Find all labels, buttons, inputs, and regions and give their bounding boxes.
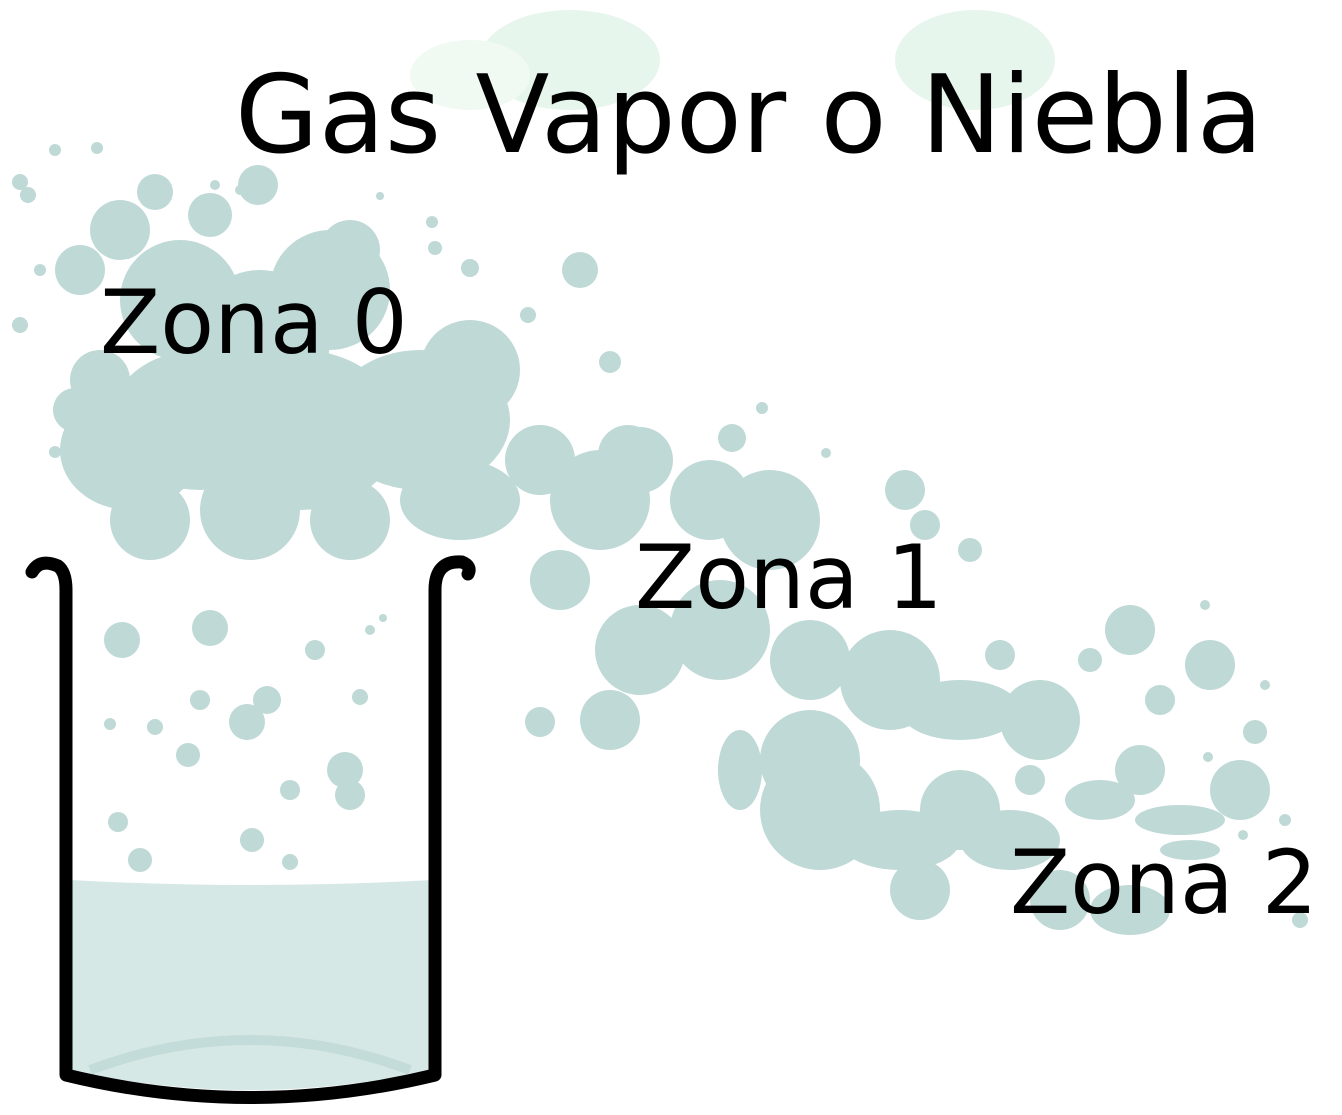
zone-label: Zona 2 <box>1010 831 1318 934</box>
bubble <box>305 640 325 660</box>
bubble <box>420 320 520 420</box>
bubble <box>525 707 555 737</box>
bubble <box>1105 605 1155 655</box>
bubble <box>958 538 982 562</box>
bubble <box>282 854 298 870</box>
bubble <box>190 690 210 710</box>
bubble <box>1078 648 1102 672</box>
bubble <box>580 690 640 750</box>
bubble <box>1000 680 1080 760</box>
bubble <box>562 252 598 288</box>
bubble <box>229 704 265 740</box>
bubble <box>82 427 118 463</box>
bubble <box>91 142 103 154</box>
bubble <box>379 614 387 622</box>
zone-label: Zona 0 <box>100 271 408 374</box>
bubble <box>34 264 46 276</box>
bubble <box>426 216 438 228</box>
bubble <box>1200 600 1210 610</box>
bubble <box>599 351 621 373</box>
bubble <box>53 388 97 432</box>
page: Gas Vapor o Niebla Zona 0 Zona 1 Zona 2 … <box>0 0 1342 1115</box>
bubble <box>376 192 384 200</box>
bubble <box>1203 752 1213 762</box>
bubble <box>1243 720 1267 744</box>
bubble <box>1279 814 1291 826</box>
bubble <box>400 460 520 540</box>
bubble <box>176 743 200 767</box>
bubble <box>428 241 442 255</box>
title: Gas Vapor o Niebla <box>235 53 1263 178</box>
bubble <box>108 812 128 832</box>
bubble <box>192 610 228 646</box>
bubble <box>240 828 264 852</box>
bubble <box>985 640 1015 670</box>
bubble <box>718 424 746 452</box>
bubble <box>210 180 220 190</box>
diagram: Gas Vapor o Niebla Zona 0 Zona 1 Zona 2 <box>0 0 1342 1115</box>
bubble <box>770 620 850 700</box>
bubble <box>104 718 116 730</box>
bubble <box>352 689 368 705</box>
bubble <box>598 425 658 485</box>
bubble <box>235 185 245 195</box>
bubble <box>756 402 768 414</box>
bubble <box>188 193 232 237</box>
bubble <box>821 448 831 458</box>
bubble <box>310 480 390 560</box>
bubble <box>520 307 536 323</box>
bubble <box>1260 680 1270 690</box>
bubble <box>1185 640 1235 690</box>
bubble <box>1210 760 1270 820</box>
bubble <box>200 460 300 560</box>
bubble <box>137 174 173 210</box>
bubble <box>335 780 365 810</box>
bubble <box>885 470 925 510</box>
bubble <box>1145 685 1175 715</box>
bubble <box>530 550 590 610</box>
bubble <box>55 245 105 295</box>
bubble <box>147 719 163 735</box>
bubble <box>461 259 479 277</box>
bubble <box>1115 745 1165 795</box>
bubble <box>90 200 150 260</box>
bubble <box>104 622 140 658</box>
bubble <box>890 860 950 920</box>
bubble <box>49 144 61 156</box>
bubble <box>110 480 190 560</box>
bubble <box>12 317 28 333</box>
bubble <box>20 187 36 203</box>
zone-label: Zona 1 <box>635 526 943 629</box>
bubble <box>718 730 762 810</box>
bubble <box>128 848 152 872</box>
bubble <box>49 446 61 458</box>
bubble <box>1015 765 1045 795</box>
bubble <box>280 780 300 800</box>
bubble <box>365 625 375 635</box>
